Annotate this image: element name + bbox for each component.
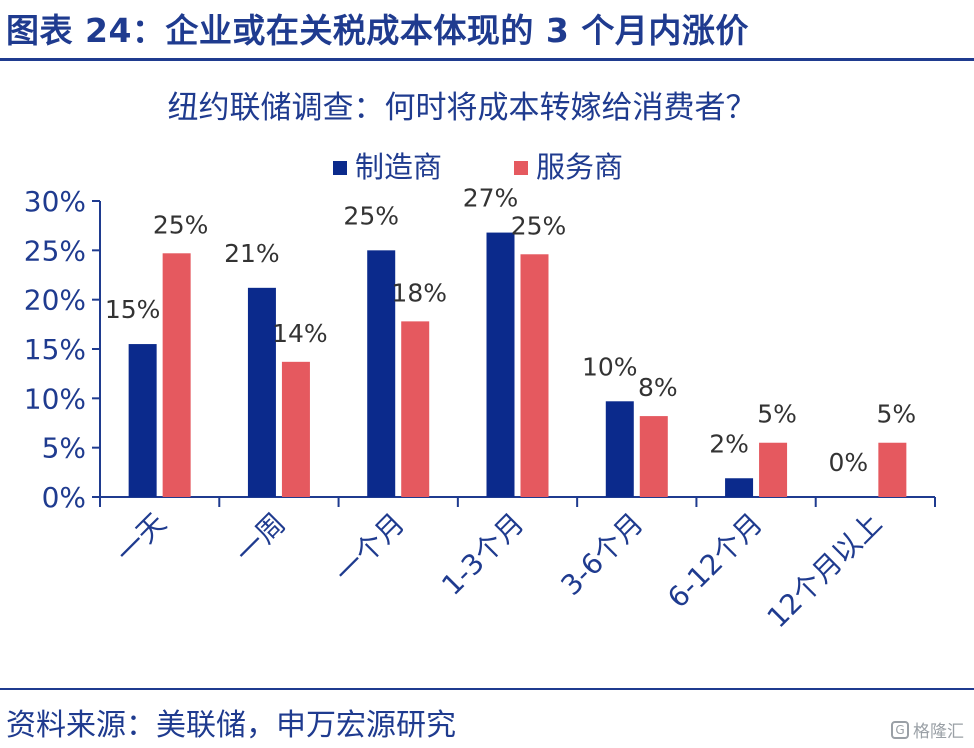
- header: 图表 24：企业或在关税成本体现的 3 个月内涨价: [0, 0, 974, 56]
- bars: [128, 232, 907, 497]
- x-tick-label: 3-6个月: [554, 507, 649, 602]
- data-label-2-3: 18%: [391, 278, 447, 307]
- legend-swatch-1: [333, 161, 347, 175]
- data-label-2-1: 25%: [153, 210, 209, 239]
- page-title: 图表 24：企业或在关税成本体现的 3 个月内涨价: [6, 11, 749, 50]
- y-tick-label: 10%: [24, 382, 86, 415]
- bar-1-3: [367, 250, 396, 497]
- bar-chart: 纽约联储调查：何时将成本转嫁给消费者？ 制造商 服务商 0% 5% 10% 15% 20%…: [24, 90, 936, 635]
- y-tick-label: 25%: [24, 234, 86, 267]
- x-tick-label: 一个月: [328, 507, 411, 590]
- data-label-1-5: 10%: [582, 352, 638, 381]
- bar-1-5: [605, 401, 634, 497]
- watermark-text: 格隆汇: [913, 722, 964, 742]
- data-label-2-2: 14%: [272, 319, 328, 348]
- bar-2-3: [401, 321, 430, 497]
- bar-2-2: [281, 361, 310, 497]
- bar-1-2: [247, 287, 276, 497]
- data-label-2-4: 25%: [511, 211, 567, 240]
- data-label-2-7: 5%: [877, 400, 917, 429]
- source-note: 资料来源：美联储，申万宏源研究: [6, 708, 456, 743]
- y-tick-label: 5%: [42, 432, 86, 465]
- x-tick-label: 一周: [229, 507, 292, 570]
- data-label-2-5: 8%: [638, 373, 678, 402]
- data-label-1-1: 15%: [105, 295, 161, 324]
- watermark: G 格隆汇: [891, 717, 964, 742]
- y-tick-label: 20%: [24, 284, 86, 317]
- bar-2-1: [162, 253, 191, 497]
- chart-title: 纽约联储调查：何时将成本转嫁给消费者？: [168, 90, 757, 126]
- x-tick-label: 6-12个月: [661, 507, 769, 615]
- data-labels: 15%25%21%14%25%18%27%25%10%8%2%5%0%5%: [105, 184, 916, 477]
- bar-2-7: [878, 442, 907, 497]
- bar-1-6: [725, 478, 754, 497]
- data-label-1-3: 25%: [343, 201, 399, 230]
- data-label-1-7: 0%: [829, 448, 869, 477]
- y-tick-label: 30%: [24, 185, 86, 218]
- data-label-2-6: 5%: [757, 400, 797, 429]
- bar-2-4: [520, 254, 549, 497]
- x-tick-label: 一天: [110, 507, 173, 570]
- legend: 制造商 服务商: [333, 150, 623, 184]
- legend-label-2: 服务商: [536, 150, 623, 184]
- y-tick-label: 0%: [42, 481, 86, 514]
- y-tick-label: 15%: [24, 333, 86, 366]
- data-label-1-6: 2%: [709, 429, 749, 458]
- x-tick-label: 1-3个月: [435, 507, 530, 602]
- bar-1-1: [128, 344, 157, 497]
- data-label-1-2: 21%: [224, 239, 280, 268]
- legend-label-1: 制造商: [355, 150, 442, 184]
- x-tick-label: 12个月以上: [761, 507, 889, 635]
- bar-1-4: [486, 232, 515, 497]
- bar-2-6: [759, 442, 788, 497]
- header-divider: [0, 58, 974, 61]
- footer-divider: [0, 688, 974, 690]
- legend-swatch-2: [514, 161, 528, 175]
- y-axis: 0% 5% 10% 15% 20% 25% 30%: [24, 185, 101, 514]
- data-label-1-4: 27%: [463, 184, 519, 213]
- bar-2-5: [639, 416, 668, 497]
- watermark-logo-icon: G: [891, 720, 909, 739]
